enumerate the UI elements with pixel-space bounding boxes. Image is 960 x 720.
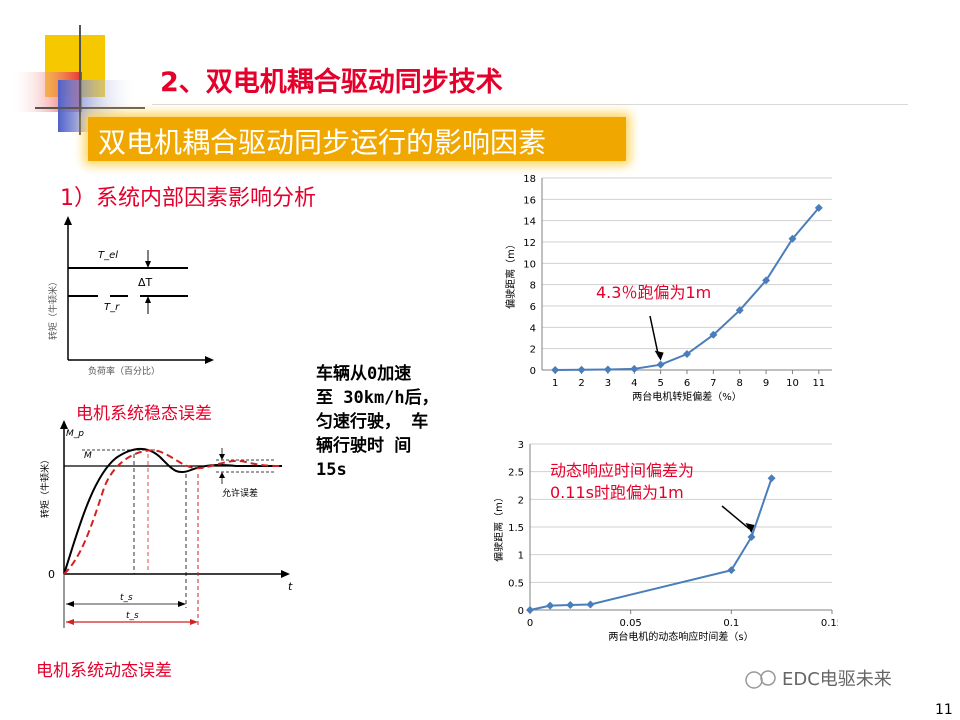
scenario-line-5: 15s [316,460,347,480]
dynamic-error-label: 电机系统动态误差 [36,661,172,681]
x-tick-label: 0.05 [620,618,642,629]
x-tick-label: 5 [657,378,663,389]
data-point [630,364,639,373]
torque-load-diagram: T_el T_r ΔT 转矩（牛顿米） 负荷率（百分比） [47,216,214,377]
x-tick-label: 11 [812,378,825,389]
y-tick-label: 14 [523,217,536,228]
y-axis-title: 偏驶距离（m） [504,239,517,309]
data-point [709,330,718,339]
response-time-chart: 0 0.5 1 1.5 2 2.5 3 0 0.05 0.1 0.15 两台电机的动态响应时间差（s）… [494,440,838,643]
scenario-line-2: 至 30km/h后， [316,388,439,408]
annotation-arrowhead [745,522,755,533]
x-tick-label: 4 [631,378,637,389]
title-rule [152,104,908,105]
y-tick-label: 1 [518,551,524,562]
data-point [566,601,575,610]
annotation-text: 0.11s时跑偏为1m [550,483,684,502]
ts2-label: t_s [126,611,139,621]
ts1-label: t_s [120,593,133,603]
x-tick-label: 3 [605,378,611,389]
data-point [788,234,797,243]
x-tick-label: 0 [527,618,533,629]
y-tick-label: 0 [518,606,524,617]
t-axis-label: t [288,580,293,593]
data-point [526,606,534,614]
y-tick-label: 18 [523,174,536,185]
y-tick-label: 1.5 [508,523,524,534]
red-response-curve [63,449,283,575]
watermark: EDC电驱未来 [745,669,892,690]
data-point [747,532,756,541]
y-tick-label: 4 [530,323,536,334]
x-tick-label: 7 [710,378,716,389]
y-tick-label: 6 [530,302,536,313]
bottom-line-label: T_r [104,302,120,313]
x-tick-label: 8 [737,378,743,389]
data-point [656,360,665,369]
x-tick-label: 0.15 [821,618,838,629]
annotation-arrowhead [654,350,664,361]
x-tick-label: 10 [786,378,799,389]
tolerance-label: 允许误差 [222,487,258,499]
y-tick-label: 16 [523,195,536,206]
x-tick-label: 1 [552,378,558,389]
x-tick-label: 0.1 [723,618,739,629]
y-tick-label: 2.5 [508,468,524,479]
data-point [577,365,586,374]
y-tick-label: 12 [523,238,536,249]
y-tick-label: 2 [530,345,536,356]
data-point [551,366,560,374]
annotation-text: 4.3％跑偏为1m [596,283,711,302]
subtitle-banner [88,117,626,161]
y-tick-label: 10 [523,259,536,270]
subtitle-text: 双电机耦合驱动同步运行的影响因素 [98,126,547,159]
step-response-diagram: t_s t_s M_p M 允许误差 0 t 转矩（牛顿米） [39,420,293,628]
scenario-line-4: 辆行驶时 间 [316,436,412,456]
x-axis-title: 两台电机转矩偏差（%） [632,390,742,403]
steady-state-label: 电机系统稳态误差 [76,404,212,424]
top-line-label: T_el [98,250,118,261]
data-point [767,474,776,483]
scenario-line-3: 匀速行驶， 车 [316,412,429,432]
section-heading: 1）系统内部因素影响分析 [60,186,316,211]
watermark-logo-icon [745,670,776,689]
y-tick-label: 8 [530,281,536,292]
level-label: M [84,451,92,461]
data-point [546,601,555,610]
black-response-curve [63,448,282,575]
y-tick-label: 2 [518,495,524,506]
watermark-text: EDC电驱未来 [782,669,892,690]
origin-label: 0 [48,568,55,581]
y-axis-title: 偏驶距离（m） [494,492,505,562]
page-number: 11 [935,702,953,718]
x-axis-title: 两台电机的动态响应时间差（s） [608,630,753,643]
y-tick-label: 3 [518,440,524,451]
data-point [586,600,595,609]
scenario-note: 车辆从0加速 至 30km/h后， 匀速行驶， 车 辆行驶时 间 15s [316,362,466,482]
x-tick-label: 9 [763,378,769,389]
x-axis-label: 负荷率（百分比） [88,365,160,377]
annotation-text: 动态响应时间偏差为 [550,461,694,480]
y-axis-label: 转矩（牛顿米） [47,277,59,340]
data-point [683,350,691,358]
data-point [814,203,823,212]
x-tick-label: 2 [578,378,584,389]
annotation-arrow [721,505,750,530]
x-tick-label: 6 [684,378,690,389]
data-point [735,306,744,315]
data-point [603,365,612,374]
data-point [762,276,771,285]
step-y-label: 转矩（牛顿米） [39,455,51,518]
delta-t-label: ΔT [138,276,153,289]
y-tick-label: 0.5 [508,578,524,589]
scenario-line-1: 车辆从0加速 [316,364,412,384]
annotation-arrow [649,315,660,357]
peak-label: M_p [66,429,84,439]
y-tick-label: 0 [530,366,536,377]
slide-title: 2、双电机耦合驱动同步技术 [160,67,503,98]
data-point [727,566,736,575]
